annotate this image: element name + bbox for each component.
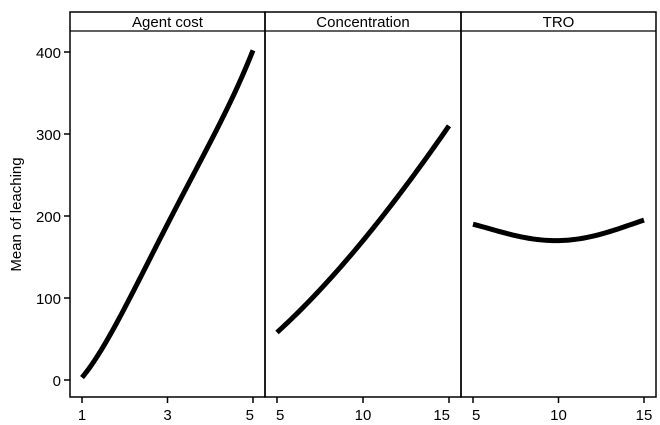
panel-title: Agent cost — [132, 14, 204, 31]
y-tick-label: 400 — [36, 45, 61, 62]
y-tick-label: 300 — [36, 127, 61, 144]
x-tick-label: 15 — [636, 407, 653, 424]
x-tick-label: 3 — [163, 407, 171, 424]
x-tick-label: 5 — [276, 407, 284, 424]
panel-frame-2 — [264, 11, 462, 398]
y-axis-label: Mean of leaching — [8, 157, 25, 271]
series-line-1 — [80, 49, 256, 380]
y-tick-label: 0 — [53, 373, 61, 390]
x-tick-label: 15 — [433, 407, 450, 424]
y-tick-label: 100 — [36, 291, 61, 308]
x-tick-label: 1 — [78, 407, 86, 424]
x-tick-label: 5 — [246, 407, 254, 424]
series-line-3 — [472, 217, 645, 244]
x-tick-label: 5 — [472, 407, 480, 424]
x-tick-label: 10 — [550, 407, 567, 424]
panel-title: TRO — [543, 14, 575, 31]
x-tick-label: 10 — [355, 407, 372, 424]
panel-frame-1 — [69, 11, 266, 398]
y-tick-label: 200 — [36, 209, 61, 226]
panel-title: Concentration — [316, 14, 409, 31]
panel-frame-3 — [460, 11, 657, 398]
series-line-2 — [275, 124, 452, 335]
